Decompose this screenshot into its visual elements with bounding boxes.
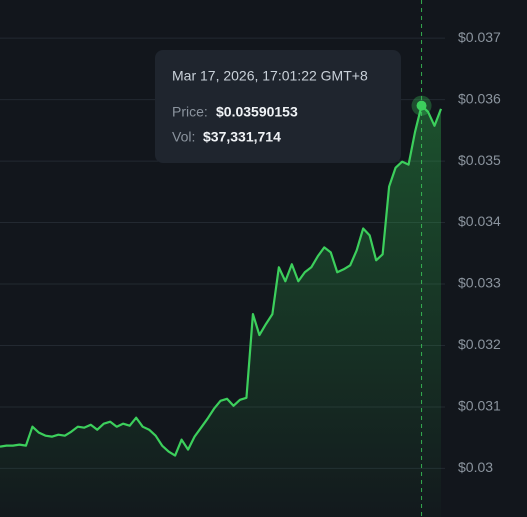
y-tick-label: $0.032 (458, 336, 501, 352)
y-tick-label: $0.037 (458, 29, 501, 45)
y-tick-label: $0.033 (458, 275, 501, 291)
highlight-point (416, 100, 427, 111)
tooltip-vol: $37,331,714 (203, 129, 281, 145)
plot (0, 0, 443, 517)
y-tick-label: $0.031 (458, 398, 501, 414)
tooltip: Mar 17, 2026, 17:01:22 GMT+8 Price: $0.0… (155, 50, 401, 163)
price-line (0, 104, 443, 457)
tooltip-price-label: Price: (172, 104, 208, 120)
y-tick-label: $0.03 (458, 459, 493, 475)
tooltip-vol-label: Vol: (172, 129, 195, 145)
area (0, 105, 441, 517)
tooltip-box (155, 50, 401, 163)
y-tick-label: $0.034 (458, 213, 501, 229)
y-tick-label: $0.036 (458, 90, 501, 106)
y-tick-label: $0.035 (458, 152, 501, 168)
tooltip-price: $0.03590153 (216, 104, 298, 120)
tooltip-date: Mar 17, 2026, 17:01:22 GMT+8 (172, 68, 368, 84)
